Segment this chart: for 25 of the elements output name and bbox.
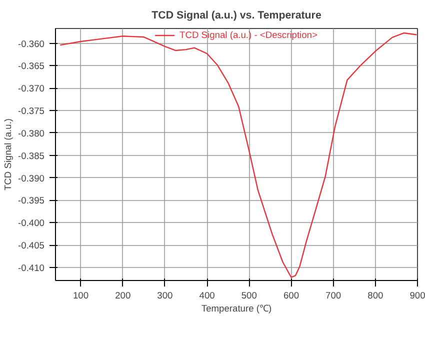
x-tick-label: 900 <box>410 290 425 300</box>
y-tick-label: -0.385 <box>18 150 45 161</box>
y-tick-label: -0.410 <box>18 262 45 273</box>
y-axis-title: TCD Signal (a.u.) <box>3 118 14 191</box>
line-series <box>60 32 418 278</box>
x-tick-label: 700 <box>326 290 342 300</box>
legend-label: TCD Signal (a.u.) - <Description> <box>180 30 318 40</box>
y-tick-label: -0.365 <box>18 61 45 72</box>
y-tick-label: -0.405 <box>18 240 45 251</box>
chart-title: TCD Signal (a.u.) vs. Temperature <box>152 10 322 22</box>
x-tick-label: 300 <box>157 290 173 300</box>
x-tick-label: 600 <box>283 290 300 300</box>
y-tick-label: -0.375 <box>18 106 45 116</box>
y-tick-label: -0.370 <box>18 84 45 94</box>
y-tick-label: -0.380 <box>18 128 45 138</box>
y-tick-label: -0.390 <box>18 173 45 184</box>
y-tick-label: -0.360 <box>18 38 45 49</box>
y-tick-label: -0.395 <box>18 196 45 206</box>
x-tick-label: 200 <box>115 290 131 300</box>
x-tick-label: 500 <box>241 290 257 300</box>
x-axis-title: Temperature (℃) <box>201 304 272 314</box>
x-tick-label: 100 <box>72 290 89 300</box>
x-tick-label: 400 <box>199 290 215 300</box>
x-tick-label: 800 <box>368 290 384 300</box>
y-tick-label: -0.400 <box>18 218 45 228</box>
